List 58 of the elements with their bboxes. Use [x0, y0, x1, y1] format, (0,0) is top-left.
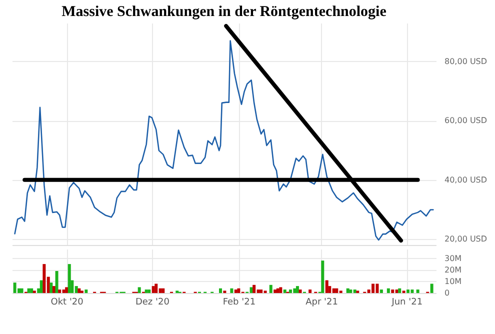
bar [321, 260, 324, 293]
bar [42, 264, 46, 293]
y-tick-label: 0 [444, 288, 450, 298]
bar [380, 290, 383, 293]
bar [430, 284, 434, 293]
bar [50, 282, 53, 293]
bar [219, 288, 222, 293]
y-tick-label: 40,00 USD [444, 175, 488, 184]
bar [386, 288, 390, 293]
bar [269, 284, 272, 293]
y-tick-label: 10M [444, 276, 462, 286]
bar [288, 290, 292, 293]
y-tick-label: 30M [444, 254, 462, 263]
chart-title: Massive Schwankungen in der Röntgentechnologie [62, 4, 387, 20]
bar [416, 290, 420, 293]
bar [237, 288, 240, 293]
bar [274, 290, 277, 293]
bar [376, 284, 379, 293]
x-tick-label: Apr '21 [306, 298, 338, 308]
bar [372, 284, 375, 293]
bar [84, 290, 88, 293]
bar [335, 288, 338, 293]
bar [252, 284, 256, 293]
bar [391, 290, 394, 293]
bar [230, 288, 234, 293]
bar [308, 290, 312, 293]
bar [283, 290, 286, 293]
x-tick-label: Feb '21 [222, 298, 256, 308]
bar [78, 288, 81, 293]
bar [20, 288, 24, 293]
bar [406, 290, 410, 293]
bar [298, 290, 302, 293]
y-tick-label: 20,00 USD [444, 234, 488, 244]
bar [58, 290, 62, 293]
bar [55, 271, 58, 293]
bar [260, 290, 263, 293]
bar [65, 287, 68, 293]
bar [279, 287, 282, 293]
bar [148, 290, 151, 293]
x-tick-label: Jun '21 [390, 298, 423, 308]
line-series [14, 40, 434, 241]
bar [30, 288, 34, 293]
x-tick-label: Dez '20 [135, 298, 170, 308]
bar [349, 290, 352, 293]
bar [398, 288, 402, 293]
bar [296, 286, 299, 293]
bar [68, 264, 71, 293]
bar [410, 290, 414, 293]
bar [154, 284, 158, 293]
bar [52, 286, 56, 293]
y-tick-label: 60,00 USD [444, 116, 488, 126]
bar [13, 282, 16, 293]
y-tick-label: 20M [444, 265, 462, 274]
y-tick-label: 80,00 USD [444, 56, 488, 66]
bar [162, 288, 165, 293]
bar [138, 287, 141, 293]
bar [293, 288, 296, 293]
x-tick-label: Okt '20 [50, 298, 84, 308]
